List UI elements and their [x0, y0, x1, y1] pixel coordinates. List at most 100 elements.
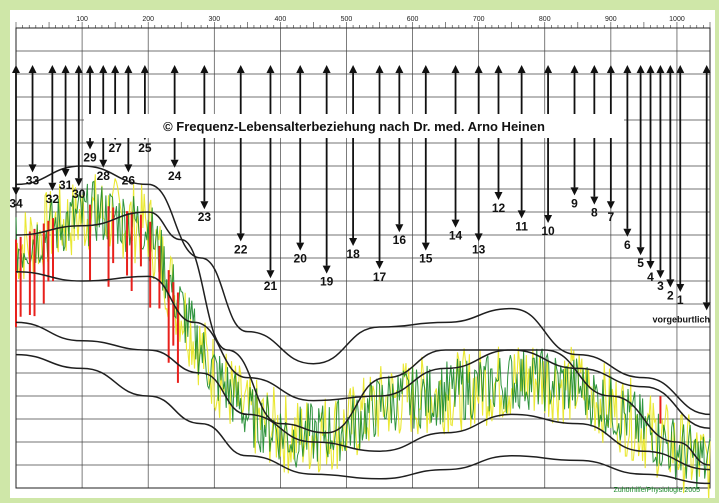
age-arrow-head-up: [170, 65, 179, 73]
age-label: 34: [10, 196, 23, 210]
age-label: 23: [198, 210, 212, 224]
age-arrow-head-down: [421, 242, 430, 251]
age-arrow-head-down: [395, 224, 404, 233]
age-label: 22: [234, 242, 248, 256]
envelope-curve-4: [15, 321, 711, 471]
age-label: 28: [97, 169, 111, 183]
age-arrow-head-up: [86, 65, 95, 73]
age-arrow-head-down: [494, 192, 503, 200]
age-arrow-head-down: [656, 270, 665, 279]
age-arrow-head-up: [544, 65, 553, 73]
age-arrow-head-up: [349, 65, 358, 73]
age-label: 25: [138, 141, 152, 155]
age-arrow-head-down: [86, 141, 95, 150]
age-arrow-head-up: [451, 65, 460, 73]
green-noise-trace: [15, 180, 711, 490]
age-arrow-head-up: [666, 65, 675, 73]
age-arrow-head-down: [474, 233, 483, 242]
age-label: 3: [657, 279, 664, 293]
age-arrow-head-down: [200, 201, 209, 210]
age-arrow-head-up: [375, 65, 384, 73]
age-label: 33: [26, 173, 40, 187]
envelope-curve-1: [15, 165, 711, 416]
age-label: 18: [346, 247, 360, 261]
age-label: 1: [677, 293, 684, 307]
age-label: 7: [608, 210, 615, 224]
age-arrow-head-down: [99, 159, 108, 168]
age-arrow-head-up: [517, 65, 526, 73]
age-arrow-head-up: [494, 65, 503, 73]
age-arrow-head-up: [124, 65, 133, 73]
age-arrow-head-up: [590, 65, 599, 73]
age-label: 27: [108, 141, 122, 155]
age-label: 30: [72, 187, 86, 201]
age-label: 31: [59, 178, 73, 192]
age-label: 24: [168, 169, 182, 183]
noise-traces: [15, 174, 711, 503]
age-label: 2: [667, 288, 674, 302]
age-label: 17: [373, 270, 387, 284]
age-label: 15: [419, 252, 433, 266]
age-arrow-head-up: [570, 65, 579, 73]
age-arrow-head-down: [349, 238, 358, 246]
age-label: 4: [647, 270, 654, 284]
age-label: 13: [472, 242, 486, 256]
age-label: 21: [264, 279, 278, 293]
age-label: 5: [637, 256, 644, 270]
age-arrow-head-down: [375, 261, 384, 269]
age-arrow-head-down: [517, 210, 526, 219]
age-label: 14: [449, 229, 463, 243]
x-tick-label: 800: [539, 16, 551, 23]
age-arrow-head-up: [61, 65, 70, 73]
age-arrow-head-down: [590, 196, 599, 205]
x-tick-label: 200: [142, 16, 154, 23]
envelope-curve-5: [15, 353, 711, 485]
age-arrow-head-down: [12, 187, 20, 196]
x-tick-label: 100: [76, 16, 88, 23]
x-tick-label: 600: [407, 16, 419, 23]
age-arrow-head-up: [656, 65, 665, 73]
age-arrow-head-down: [676, 284, 685, 292]
x-tick-label: 900: [605, 16, 617, 23]
age-arrow-head-up: [421, 65, 430, 73]
age-label: 10: [541, 224, 555, 238]
age-label: 12: [492, 201, 506, 215]
age-arrow-head-up: [702, 65, 711, 73]
age-arrow-head-up: [606, 65, 615, 73]
age-arrows: [12, 65, 711, 311]
age-arrow-head-down: [646, 261, 655, 269]
age-arrow-head-up: [646, 65, 655, 73]
envelope-curve-2: [15, 211, 711, 466]
age-label: 29: [83, 150, 97, 164]
footer-credit: Zuhörhilfe/Physiologie 2005: [614, 487, 700, 494]
age-arrow-head-up: [296, 65, 305, 73]
age-arrow-head-down: [74, 178, 83, 187]
age-arrow-head-up: [623, 65, 632, 73]
chart-area: 100 200 300 400 500 600 700 800 900 1000 34 33 32 31…: [9, 10, 715, 503]
age-arrow-head-down: [124, 164, 133, 173]
age-arrow-head-down: [170, 159, 179, 168]
age-arrow-head-down: [666, 279, 675, 288]
age-arrow-head-up: [74, 65, 83, 73]
age-arrow-head-down: [570, 187, 579, 196]
age-arrow-head-down: [636, 247, 645, 256]
age-label: 19: [320, 275, 334, 289]
x-tick-label: 400: [275, 16, 287, 23]
grid: [15, 22, 711, 489]
age-arrow-head-up: [395, 65, 404, 73]
age-label: 8: [591, 206, 598, 220]
age-arrow-head-up: [636, 65, 645, 73]
age-labels: 3433323130292827262524232221201918171615…: [9, 141, 710, 324]
age-arrow-head-up: [12, 65, 20, 73]
age-arrow-head-down: [451, 219, 460, 228]
chart-title: © Frequenz-Lebensalterbeziehung nach Dr.…: [163, 119, 545, 134]
age-arrow-head-up: [676, 65, 685, 73]
age-label: 26: [122, 173, 136, 187]
age-arrow-head-up: [236, 65, 245, 73]
age-label: 9: [571, 196, 578, 210]
age-arrow-head-down: [48, 182, 57, 191]
age-label: 6: [624, 238, 631, 252]
age-arrow-head-down: [606, 201, 615, 210]
age-label: 16: [393, 233, 407, 247]
